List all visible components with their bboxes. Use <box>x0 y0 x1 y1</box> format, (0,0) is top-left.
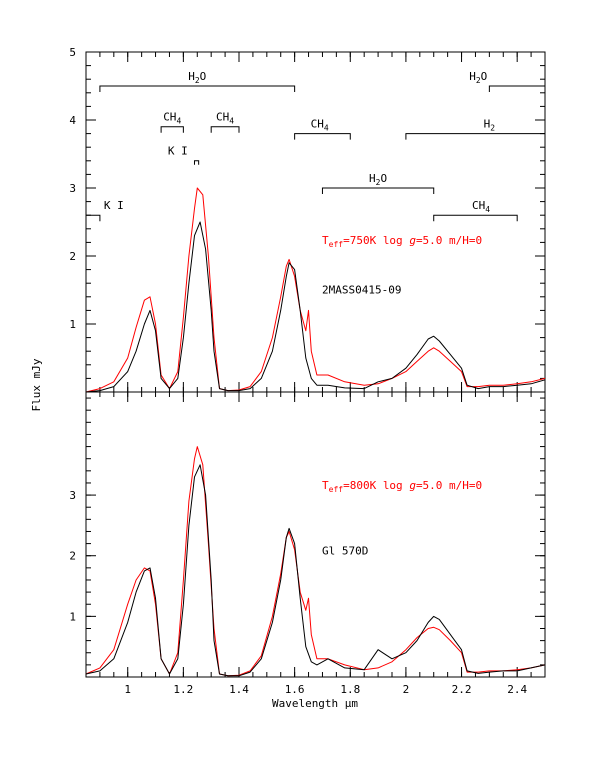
y-tick-label: 1 <box>69 610 76 623</box>
x-tick-label: 2 <box>403 683 410 696</box>
object-label: Gl 570D <box>322 545 368 558</box>
model-label: Teff=750K log g=5.0 m/H=0 <box>322 234 482 249</box>
model-spectrum-line <box>85 187 546 393</box>
band-label: H2O <box>369 172 387 187</box>
band-bracket <box>85 214 101 222</box>
band-label: CH4 <box>472 199 490 214</box>
x-tick-label: 1.2 <box>173 683 193 696</box>
band-bracket <box>99 85 296 92</box>
band-bracket <box>193 160 200 165</box>
band-bracket <box>160 126 184 133</box>
bottom-panel: 1 2 3 1 1.2 1.4 1.6 1.8 2 2.2 2.4 Teff=800K log g=5… <box>69 391 546 696</box>
plot-frame <box>85 391 546 678</box>
band-label: K I <box>168 145 188 158</box>
band-label: H2 <box>484 117 496 132</box>
x-tick-label: 1.8 <box>340 683 360 696</box>
y-tick-label: 3 <box>69 182 76 195</box>
x-tick-label: 1 <box>124 683 131 696</box>
band-label: K I <box>104 199 124 212</box>
y-tick-label: 1 <box>69 318 76 331</box>
band-label: H2O <box>469 70 487 85</box>
top-panel: 1 2 3 4 5 Teff=750K log g=5.0 m/H=0 2MASS0415-… <box>69 46 546 393</box>
band-bracket <box>321 187 435 194</box>
band-label: CH4 <box>311 117 329 132</box>
observed-spectrum-line <box>85 221 546 393</box>
x-tick-label: 2.4 <box>507 683 527 696</box>
x-tick-label: 2.2 <box>452 683 472 696</box>
band-label: H2O <box>188 70 206 85</box>
band-bracket <box>294 133 351 140</box>
band-bracket <box>433 214 518 222</box>
x-tick-label: 1.6 <box>285 683 305 696</box>
y-tick-label: 2 <box>69 550 76 563</box>
model-label: Teff=800K log g=5.0 m/H=0 <box>322 479 482 494</box>
y-tick-label: 5 <box>69 46 76 59</box>
y-tick-label: 4 <box>69 114 76 127</box>
object-label: 2MASS0415-09 <box>322 283 401 296</box>
y-tick-label: 2 <box>69 250 76 263</box>
observed-spectrum-line <box>85 464 546 677</box>
y-tick-label: 3 <box>69 489 76 502</box>
band-bracket <box>405 133 546 140</box>
band-label: CH4 <box>163 111 181 126</box>
y-axis-label: Flux mJy <box>30 358 43 411</box>
band-label: CH4 <box>216 111 234 126</box>
plot-frame <box>85 51 546 393</box>
x-tick-label: 1.4 <box>229 683 249 696</box>
band-bracket <box>210 126 240 133</box>
band-bracket <box>488 85 546 92</box>
x-axis-label: Wavelength μm <box>272 697 358 710</box>
